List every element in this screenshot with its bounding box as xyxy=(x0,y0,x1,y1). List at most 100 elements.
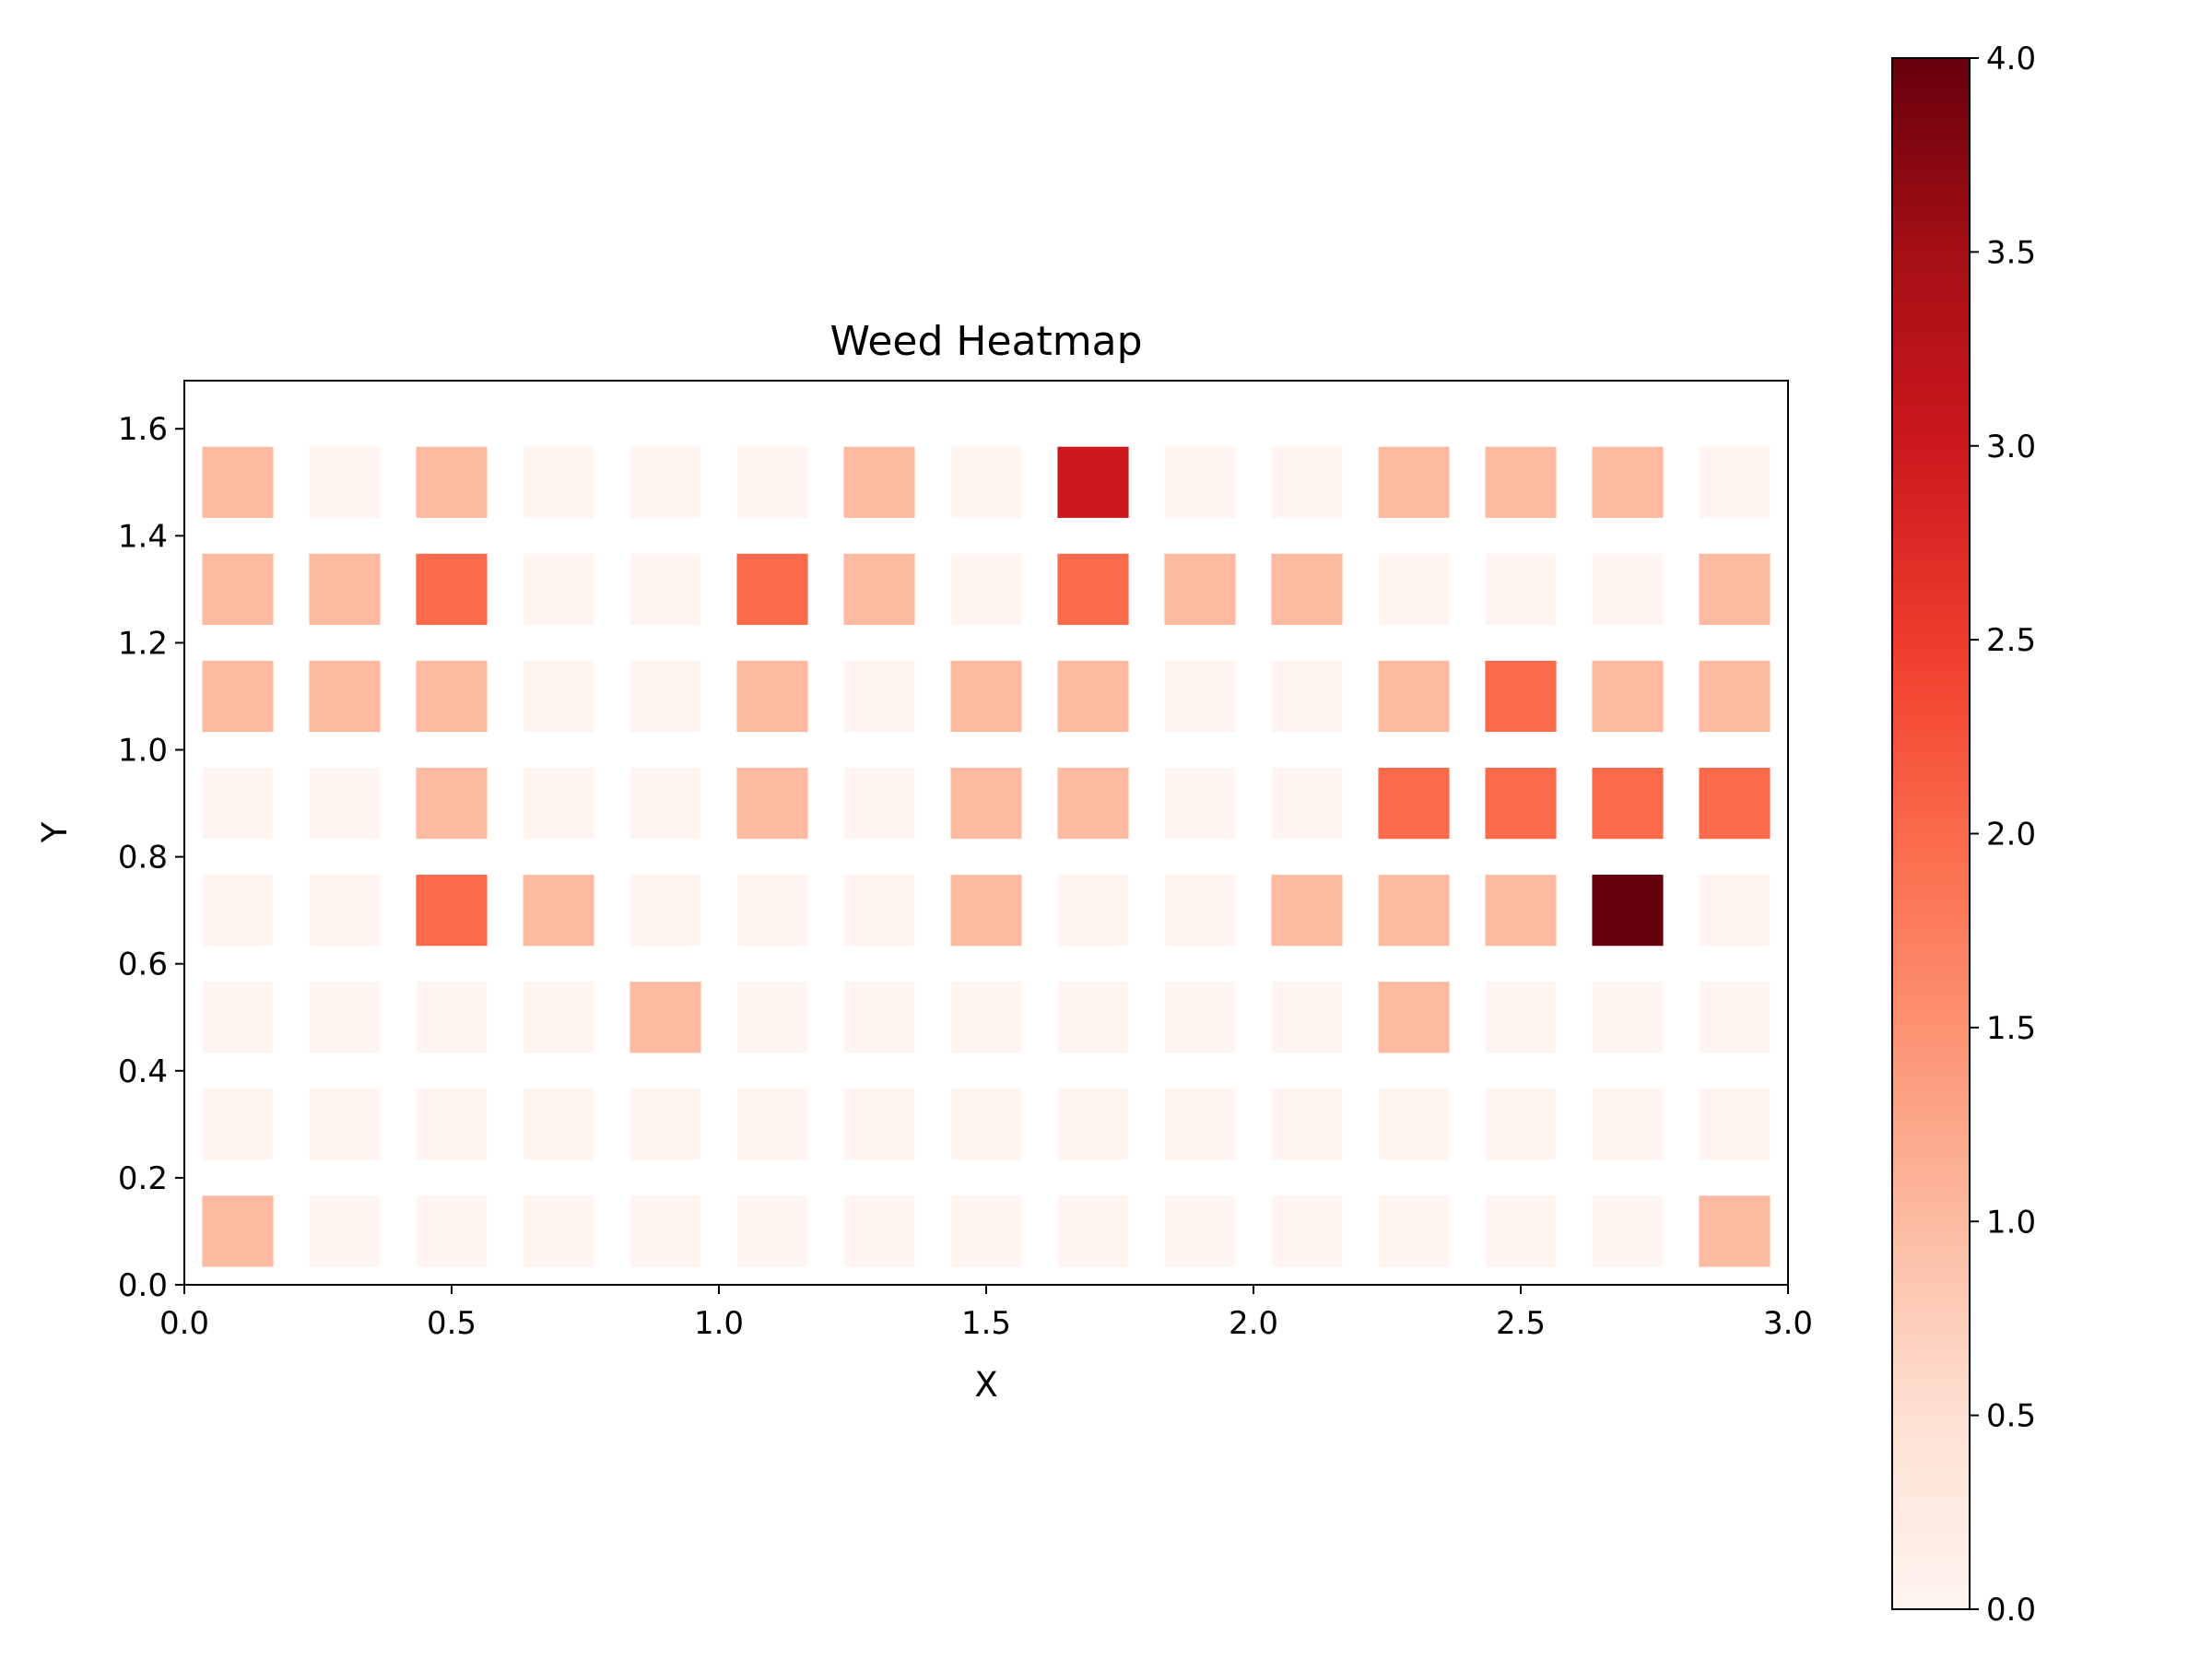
colorbar-tick-label: 2.0 xyxy=(1986,817,2036,853)
colorbar-tick-label: 1.5 xyxy=(1986,1010,2036,1047)
heatmap-cell xyxy=(843,553,915,625)
heatmap-cell xyxy=(416,982,488,1053)
heatmap-cell xyxy=(736,1088,808,1160)
heatmap-cell xyxy=(523,875,594,947)
heatmap-cell xyxy=(736,660,808,733)
heatmap-cell xyxy=(309,446,381,518)
heatmap-cell xyxy=(1592,982,1664,1053)
heatmap-cell xyxy=(843,982,915,1053)
heatmap-cell xyxy=(1271,446,1343,518)
heatmap-cell xyxy=(629,1088,701,1160)
heatmap-cell xyxy=(1164,660,1236,733)
heatmap-cell xyxy=(1592,446,1664,518)
x-axis-ticks: 0.0 0.5 1.0 1.5 2.0 2.5 3.0 xyxy=(159,1285,1813,1342)
y-tick-label: 1.4 xyxy=(118,518,168,555)
heatmap-cell xyxy=(1485,982,1557,1053)
heatmap-cell xyxy=(202,553,274,625)
heatmap-cell xyxy=(843,446,915,518)
x-tick-label: 1.5 xyxy=(961,1305,1011,1342)
heatmap-cell xyxy=(523,767,594,840)
heatmap-cell xyxy=(950,660,1022,733)
heatmap-cell xyxy=(1271,1195,1343,1267)
heatmap-cell xyxy=(1699,982,1771,1053)
x-tick-label: 0.5 xyxy=(427,1305,477,1342)
heatmap-cell xyxy=(523,553,594,625)
heatmap-cell xyxy=(523,446,594,518)
heatmap-cell xyxy=(950,1088,1022,1160)
heatmap-cell xyxy=(1485,1195,1557,1267)
heatmap-cell xyxy=(736,1195,808,1267)
heatmap-cell xyxy=(1485,446,1557,518)
heatmap-cell xyxy=(1378,446,1450,518)
heatmap-cell xyxy=(416,767,488,840)
heatmap-cell xyxy=(1699,660,1771,733)
heatmap-cell xyxy=(416,446,488,518)
heatmap-cell xyxy=(1057,446,1129,518)
x-tick-label: 1.0 xyxy=(694,1305,744,1342)
heatmap-cell xyxy=(416,553,488,625)
heatmap-cell xyxy=(1271,553,1343,625)
heatmap-cell xyxy=(1485,1088,1557,1160)
heatmap-cell xyxy=(1057,875,1129,947)
y-tick-label: 1.6 xyxy=(118,411,168,448)
y-tick-label: 0.8 xyxy=(118,840,168,877)
heatmap-cell xyxy=(843,1088,915,1160)
heatmap-cell xyxy=(202,660,274,733)
heatmap-cell xyxy=(1592,767,1664,840)
heatmap-cell xyxy=(523,1088,594,1160)
heatmap-cell xyxy=(1057,982,1129,1053)
heatmap-cell xyxy=(202,767,274,840)
heatmap-cell xyxy=(736,767,808,840)
heatmap-cell xyxy=(202,1195,274,1267)
heatmap-cell xyxy=(1057,660,1129,733)
heatmap-cell xyxy=(950,553,1022,625)
heatmap-cell xyxy=(416,875,488,947)
chart-title: Weed Heatmap xyxy=(830,318,1142,365)
heatmap-cell xyxy=(1164,982,1236,1053)
y-tick-label: 0.0 xyxy=(118,1267,168,1304)
heatmap-cell xyxy=(1164,1088,1236,1160)
heatmap-cell xyxy=(1164,767,1236,840)
heatmap-cell xyxy=(1164,553,1236,625)
heatmap-cell xyxy=(629,875,701,947)
x-tick-label: 2.5 xyxy=(1496,1305,1546,1342)
heatmap-cell xyxy=(202,1088,274,1160)
heatmap-cell xyxy=(1378,875,1450,947)
heatmap-cell xyxy=(950,875,1022,947)
heatmap-cell xyxy=(950,767,1022,840)
colorbar-tick-label: 3.5 xyxy=(1986,234,2036,271)
heatmap-cell xyxy=(1592,1195,1664,1267)
heatmap-cell xyxy=(1164,446,1236,518)
y-tick-label: 1.2 xyxy=(118,625,168,662)
x-tick-label: 2.0 xyxy=(1229,1305,1278,1342)
heatmap-cell xyxy=(523,660,594,733)
heatmap-cell xyxy=(1378,1195,1450,1267)
heatmap-cell xyxy=(1592,553,1664,625)
heatmap-cell xyxy=(1592,660,1664,733)
heatmap-cell xyxy=(309,1195,381,1267)
heatmap-cell xyxy=(736,982,808,1053)
heatmap-cell xyxy=(629,660,701,733)
heatmap-cell xyxy=(1271,660,1343,733)
heatmap-cell xyxy=(309,1088,381,1160)
heatmap-cell xyxy=(1378,660,1450,733)
heatmap-cell xyxy=(1378,553,1450,625)
heatmap-cell xyxy=(202,446,274,518)
heatmap-cell xyxy=(416,1088,488,1160)
heatmap-cell xyxy=(736,875,808,947)
x-tick-label: 0.0 xyxy=(159,1305,209,1342)
heatmap-cell xyxy=(1699,553,1771,625)
heatmap-cell xyxy=(629,446,701,518)
heatmap-cell xyxy=(950,982,1022,1053)
y-tick-label: 0.6 xyxy=(118,947,168,983)
heatmap-cell xyxy=(1485,660,1557,733)
heatmap-cell xyxy=(1485,553,1557,625)
heatmap-cell xyxy=(843,660,915,733)
heatmap-cell xyxy=(1699,875,1771,947)
heatmap-cell xyxy=(1057,1195,1129,1267)
heatmap-cell xyxy=(416,660,488,733)
heatmap-cell xyxy=(629,982,701,1053)
heatmap-cell xyxy=(1057,553,1129,625)
heatmap-cell xyxy=(1699,767,1771,840)
